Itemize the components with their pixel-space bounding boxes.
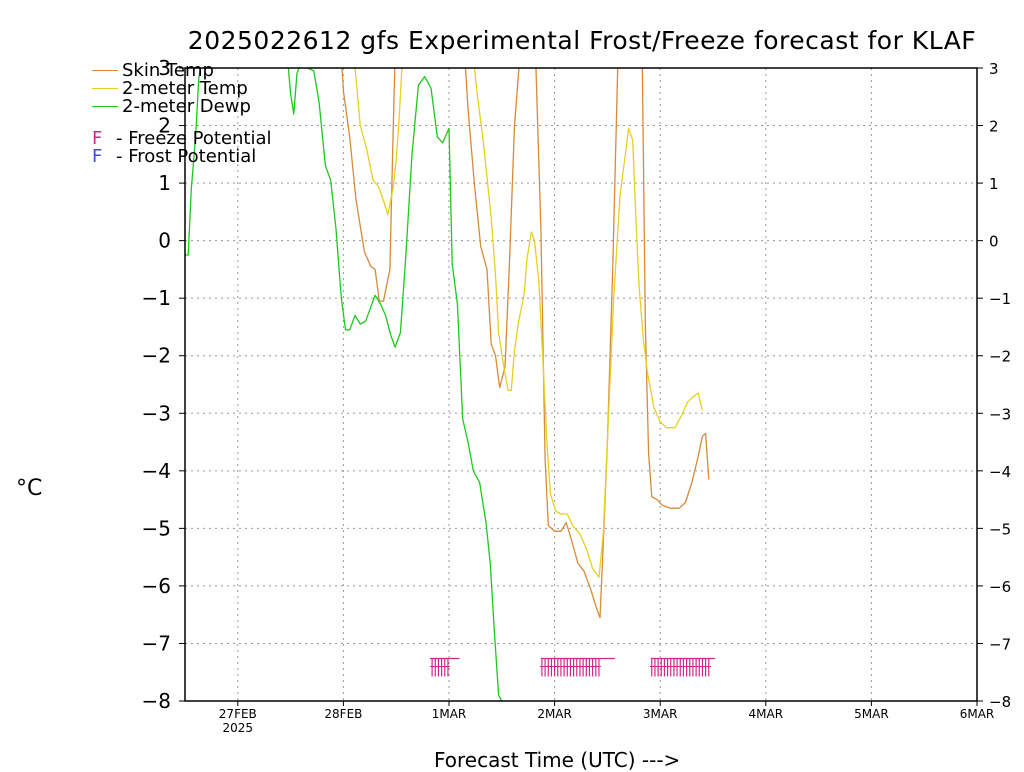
y-tick-label-right: 0	[989, 233, 999, 251]
y-tick-label-right: −3	[989, 405, 1011, 423]
legend-item-frost: F - Frost Potential	[92, 146, 256, 167]
y-tick-label-right: −4	[989, 463, 1011, 481]
x-tick-label: 5MAR	[854, 707, 889, 721]
y-tick-label: −5	[142, 516, 171, 540]
y-tick-label: −6	[142, 574, 171, 598]
y-tick-label-right: −6	[989, 578, 1011, 596]
legend-label-frost: - Frost Potential	[116, 146, 257, 167]
y-tick-label-right: −2	[989, 348, 1011, 366]
y-tick-label: −8	[142, 689, 171, 713]
freeze-letter: F	[92, 128, 103, 149]
freeze-marks-layer	[429, 657, 716, 677]
y-tick-label-right: 3	[989, 60, 999, 78]
y-tick-label: 0	[158, 229, 171, 253]
x-tick-label: 28FEB	[324, 707, 362, 721]
y-tick-label: −3	[142, 401, 171, 425]
y-tick-label-right: −5	[989, 520, 1011, 538]
y-tick-label: −4	[142, 459, 171, 483]
legend-item-freeze: F - Freeze Potential	[92, 128, 272, 149]
axes-layer: −8 −8 −7 −7 −6 −6 −5 −5 −4 −4 −3 −3 −2 −2 −1 −1 0 0 1 1 2 2 3 3…	[142, 56, 1012, 735]
series-line-t2m	[354, 68, 704, 578]
frost-letter: F	[92, 146, 103, 167]
legend-label-skin: Skin Temp	[122, 60, 214, 81]
y-tick-label: −7	[142, 631, 171, 655]
legend-label-t2m: 2-meter Temp	[122, 78, 248, 99]
y-tick-label-right: −7	[989, 635, 1011, 653]
legend-item-2m-temp: 2-meter Temp	[92, 78, 248, 99]
y-tick-label: −2	[142, 344, 171, 368]
legend-swatch-skin	[92, 70, 118, 71]
series-line-skin	[341, 68, 710, 619]
legend-swatch-t2m	[92, 88, 118, 89]
x-tick-label: 3MAR	[643, 707, 678, 721]
chart-grid	[185, 68, 977, 701]
plot-frame	[184, 67, 978, 702]
legend-label-freeze: - Freeze Potential	[116, 128, 272, 149]
y-tick-label: −1	[142, 286, 171, 310]
y-tick-label: 3	[158, 56, 171, 80]
x-tick-label: 27FEB	[219, 707, 257, 721]
x-axis-label: Forecast Time (UTC) --->	[434, 748, 681, 772]
y-tick-label: 2	[158, 114, 171, 138]
series-layer	[185, 68, 710, 701]
y-unit-label: °C	[16, 476, 43, 501]
y-tick-label: 1	[158, 171, 171, 195]
x-tick-label: 2MAR	[537, 707, 572, 721]
y-tick-label-right: 1	[989, 175, 999, 193]
y-tick-label-right: −8	[989, 693, 1011, 711]
legend-label-dewp: 2-meter Dewp	[122, 96, 251, 117]
chart-title: 2025022612 gfs Experimental Frost/Freeze…	[187, 26, 977, 55]
series-line-dewp	[185, 68, 503, 701]
x-tick-label: 1MAR	[432, 707, 467, 721]
x-tick-label: 6MAR	[960, 707, 995, 721]
y-tick-label-right: 2	[989, 118, 999, 136]
x-tick-sublabel: 2025	[223, 721, 254, 735]
x-tick-label: 4MAR	[749, 707, 784, 721]
legend-swatch-dewp	[92, 106, 118, 107]
legend-item-2m-dewp: 2-meter Dewp	[92, 96, 251, 117]
legend-item-skin-temp: Skin Temp	[92, 60, 214, 81]
y-tick-label-right: −1	[989, 290, 1011, 308]
